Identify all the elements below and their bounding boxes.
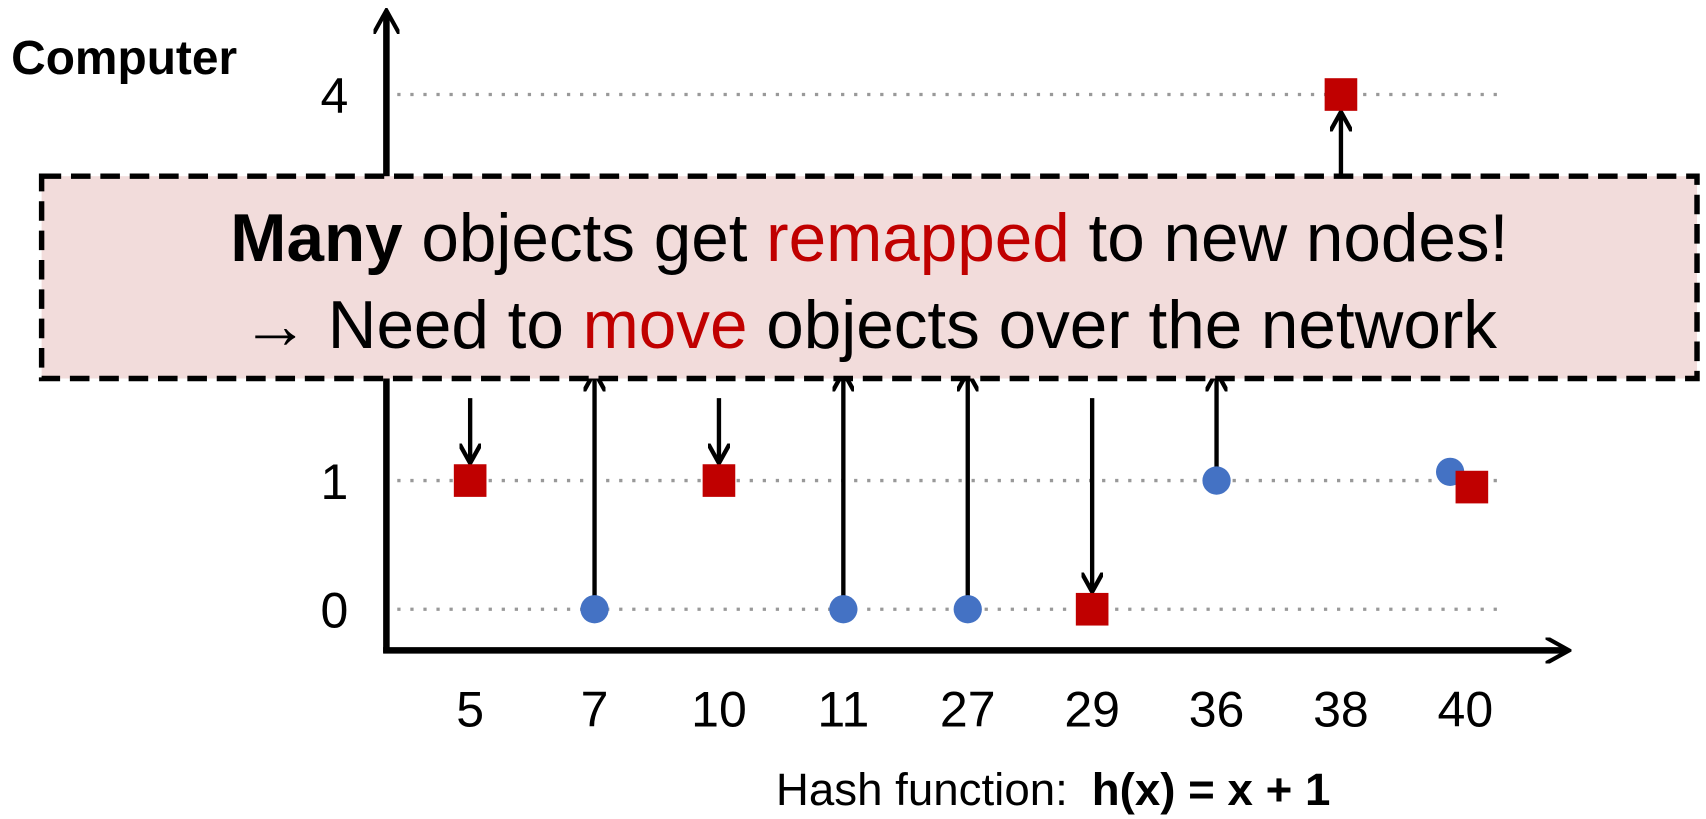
y-axis-label: Computer (11, 32, 237, 85)
new-location (1455, 470, 1489, 504)
new-location (453, 464, 487, 497)
old-location (829, 595, 858, 624)
callout-line: → Need to move objects over the network (242, 288, 1498, 363)
x-tick-label: 5 (456, 682, 484, 738)
x-tick-label: 40 (1438, 682, 1494, 738)
old-location (580, 595, 609, 624)
y-tick-label: 1 (321, 454, 349, 510)
old-location (1202, 466, 1231, 495)
x-tick-label: 38 (1313, 682, 1369, 738)
callout-text: Many (230, 201, 403, 276)
callout: Many objects get remapped to new nodes! … (38, 173, 1700, 382)
x-tick-label: 29 (1064, 682, 1120, 738)
x-tick-label: 7 (581, 682, 609, 738)
y-tick-label: 0 (321, 583, 349, 639)
x-tick-label: 27 (940, 682, 996, 738)
callout-text: objects get (403, 201, 767, 276)
new-location (702, 464, 736, 497)
callout-text: to new nodes! (1070, 201, 1509, 276)
x-axis-label: Hash function: h(x) = x + 1 (776, 764, 1331, 815)
x-axis-label-text: Hash function: (776, 764, 1068, 815)
callout-text: remapped (766, 201, 1070, 276)
old-location (953, 595, 982, 624)
callout-line: Many objects get remapped to new nodes! (230, 201, 1508, 276)
callout-text: objects over the network (748, 288, 1498, 363)
callout-text: → Need to (242, 288, 583, 363)
y-tick-label: 4 (321, 68, 349, 124)
new-location (1324, 78, 1358, 111)
callout-text: move (583, 288, 748, 363)
x-tick-label: 11 (817, 682, 869, 738)
new-location (1075, 592, 1109, 626)
x-tick-label: 36 (1189, 682, 1245, 738)
callout-box (38, 173, 1700, 382)
x-tick-label: 10 (691, 682, 747, 738)
x-axis-label-formula: h(x) = x + 1 (1092, 764, 1331, 815)
